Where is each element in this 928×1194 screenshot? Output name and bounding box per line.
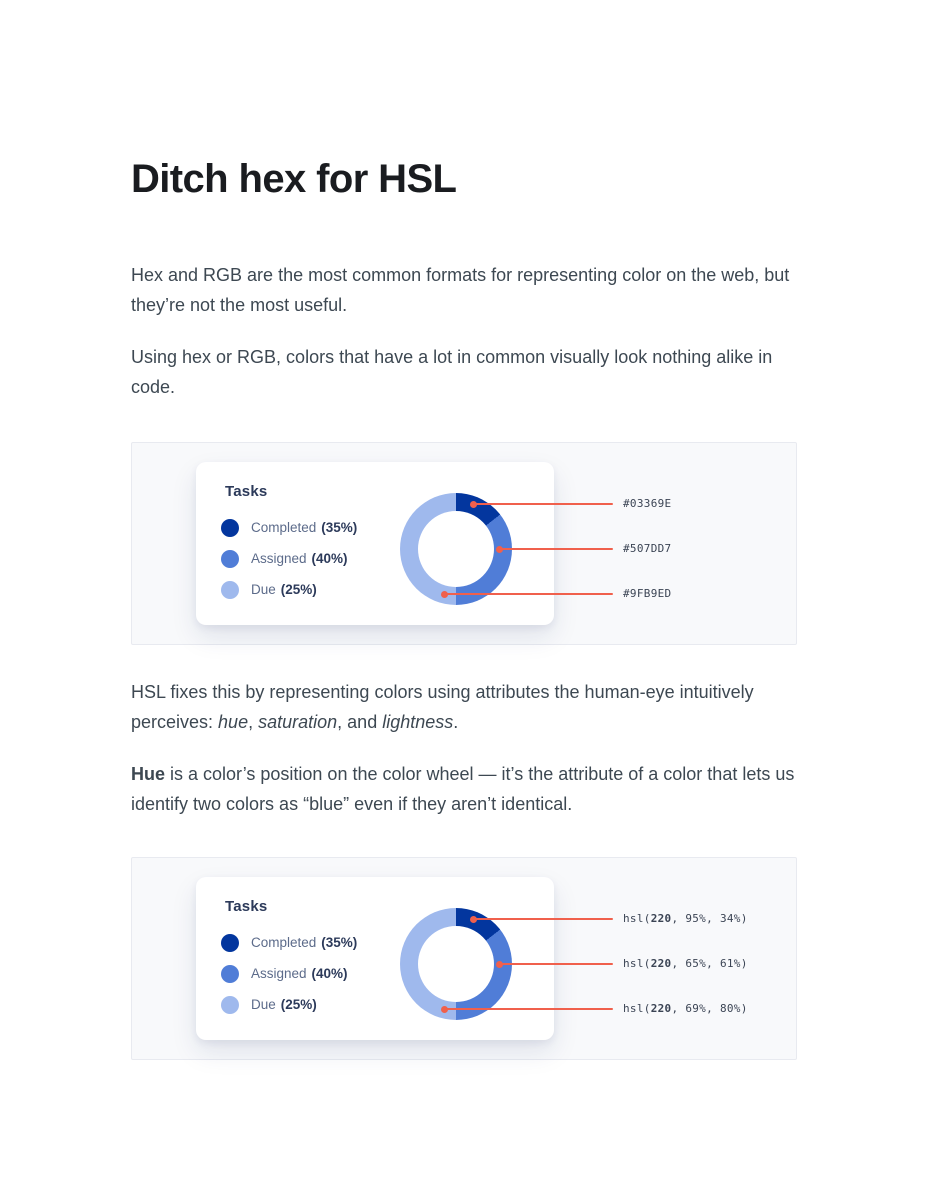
legend-percentage: (25%) (280, 582, 317, 597)
legend-percentage: (40%) (311, 551, 348, 566)
annotation-label-hsl-completed: hsl(220, 95%, 34%) (623, 912, 748, 925)
tasks-card: Tasks Completed (35%) Assigned (40%) Due… (196, 877, 554, 1040)
legend-label: Assigned (251, 551, 307, 566)
legend-item-due: Due (25%) (221, 574, 357, 605)
legend-swatch-due (221, 995, 239, 1014)
legend-item-assigned: Assigned (40%) (221, 958, 357, 989)
legend-label: Completed (251, 935, 317, 950)
legend-label: Due (251, 997, 276, 1012)
paragraph-intro-2: Using hex or RGB, colors that have a lot… (131, 347, 773, 397)
annotation-dot (441, 1005, 448, 1013)
legend-item-completed: Completed (35%) (221, 927, 357, 958)
annotation-line-due (441, 590, 613, 598)
legend-percentage: (35%) (321, 520, 358, 535)
legend-label: Completed (251, 520, 317, 535)
annotation-dot (496, 960, 503, 968)
tasks-card: Tasks Completed (35%) Assigned (40%) Due… (196, 462, 554, 625)
annotation-label-hex-assigned: #507DD7 (623, 542, 672, 555)
legend: Completed (35%) Assigned (40%) Due (25%) (221, 927, 357, 1020)
legend-label: Assigned (251, 966, 307, 981)
annotation-dot (470, 915, 477, 923)
annotation-dot (470, 500, 477, 508)
legend-item-due: Due (25%) (221, 989, 357, 1020)
page-title: Ditch hex for HSL (131, 157, 457, 201)
legend-swatch-assigned (221, 549, 239, 568)
legend-swatch-completed (221, 518, 239, 537)
legend-swatch-completed (221, 933, 239, 952)
annotation-dot (441, 590, 448, 598)
legend-percentage: (35%) (321, 935, 358, 950)
annotation-line-assigned (496, 960, 613, 968)
paragraph-intro-1: Hex and RGB are the most common formats … (131, 265, 790, 315)
annotation-line-completed (470, 915, 613, 923)
legend-swatch-assigned (221, 964, 239, 983)
card-title: Tasks (225, 898, 268, 915)
legend-item-assigned: Assigned (40%) (221, 543, 357, 574)
article-content: Ditch hex for HSL Hex and RGB are the mo… (131, 157, 797, 1060)
tasks-donut-chart (400, 908, 512, 1020)
annotation-label-hex-due: #9FB9ED (623, 587, 672, 600)
annotation-line-completed (470, 500, 613, 508)
card-title: Tasks (225, 483, 268, 500)
figure-hex-panel: Tasks Completed (35%) Assigned (40%) Due… (131, 442, 797, 645)
annotation-label-hsl-assigned: hsl(220, 65%, 61%) (623, 957, 748, 970)
annotation-dot (496, 545, 503, 553)
legend-swatch-due (221, 580, 239, 599)
legend-item-completed: Completed (35%) (221, 512, 357, 543)
figure-hsl-panel: Tasks Completed (35%) Assigned (40%) Due… (131, 857, 797, 1060)
annotation-label-hsl-due: hsl(220, 69%, 80%) (623, 1002, 748, 1015)
annotation-line-assigned (496, 545, 613, 553)
paragraph-hsl-intro: HSL fixes this by representing colors us… (131, 682, 754, 732)
legend-percentage: (25%) (280, 997, 317, 1012)
annotation-line-due (441, 1005, 613, 1013)
legend-percentage: (40%) (311, 966, 348, 981)
legend: Completed (35%) Assigned (40%) Due (25%) (221, 512, 357, 605)
legend-label: Due (251, 582, 276, 597)
tasks-donut-chart (400, 493, 512, 605)
annotation-label-hex-completed: #03369E (623, 497, 672, 510)
paragraph-hue-definition: Hue is a color’s position on the color w… (131, 764, 795, 814)
